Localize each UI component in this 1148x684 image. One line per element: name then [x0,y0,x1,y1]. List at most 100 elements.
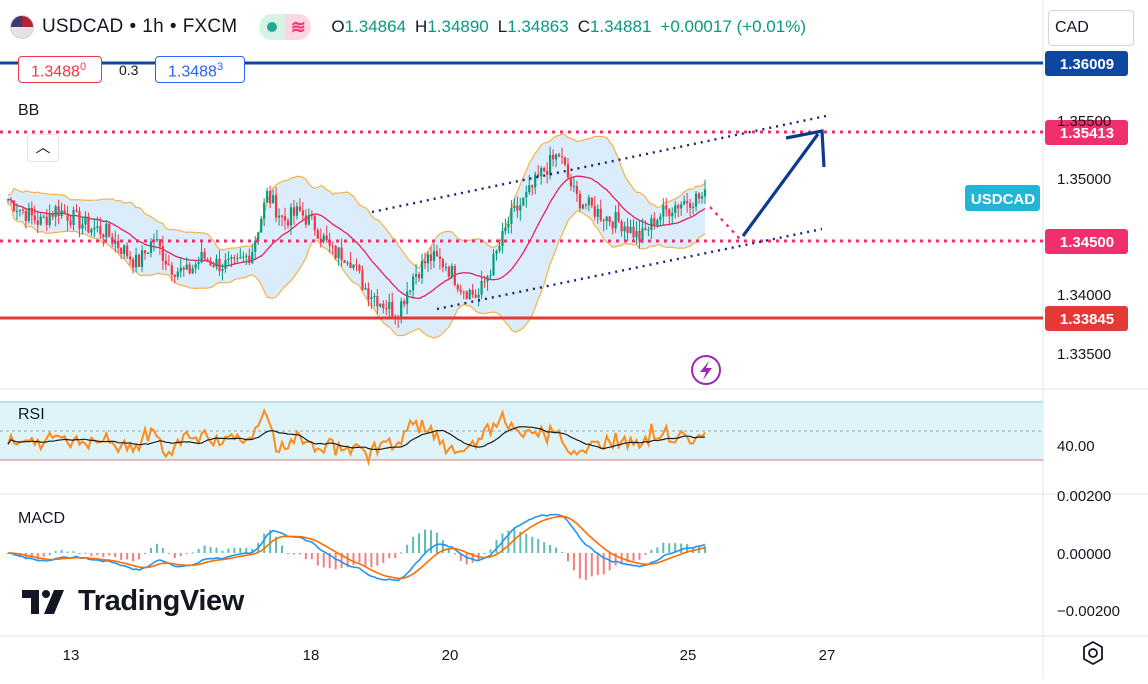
candle-body [167,264,170,266]
candle-body [78,211,81,229]
level-tag-1.36009 [1045,51,1128,76]
macd-histogram-bar [149,548,152,553]
candle-body [203,251,206,260]
channel-upper-line[interactable] [371,114,827,214]
collapse-indicators-button[interactable]: ︿ [27,134,59,162]
candle-body [307,215,310,225]
sell-button[interactable]: 1.34880 [18,56,102,83]
candle-body [132,259,135,268]
macd-histogram-bar [78,553,81,554]
macd-histogram-bar [358,553,361,563]
interval[interactable]: 1h [142,16,164,37]
candle-body [51,214,54,217]
level-tag-1.33845 [1045,306,1128,331]
candle-body [534,174,537,188]
logo-text: TradingView [78,585,244,617]
candle-body [447,267,450,277]
candle-body [84,216,87,225]
projection-dip-line [709,206,741,240]
macd-histogram-bar [286,553,289,554]
candle-body [126,245,129,257]
candle-body [546,171,549,175]
candle-body [441,259,444,268]
macd-label[interactable]: MACD [18,510,66,527]
buy-button[interactable]: 1.34883 [155,56,245,83]
projection-arrow-shaft[interactable] [741,133,820,237]
macd-histogram-bar [489,549,492,553]
candle-body [516,205,519,211]
macd-histogram-bar [632,553,635,561]
candle-body [266,190,269,203]
candle-body [486,276,489,282]
candle-body [45,216,48,225]
candle-body [340,247,343,261]
candle-body [626,226,629,233]
macd-histogram-bar [549,545,552,553]
open-value: 1.34864 [344,17,407,36]
macd-histogram-bar [36,553,39,560]
us-flag-icon [10,15,34,39]
open-key: O [331,17,345,36]
market-status[interactable]: ≋ [259,14,312,40]
candle-body [99,226,102,235]
candle-body [343,260,346,263]
macd-histogram-bar [298,553,301,555]
candle-body [683,201,686,205]
candle-body [60,210,63,217]
candle-body [105,223,108,238]
price-tick-1.34000: 1.34000 [1057,287,1111,304]
candle-body [301,210,304,216]
candle-body [665,205,668,210]
candle-body [450,265,453,277]
candle-body [230,257,233,259]
macd-histogram-bar [197,549,200,553]
level-tag-text-1.35413: 1.35413 [1060,125,1114,142]
candle-body [560,156,564,158]
candle-body [617,212,620,222]
candle-body [400,301,403,320]
macd-histogram-bar [394,553,397,559]
candle-body [102,234,105,238]
candle-body [164,260,167,265]
lightning-bolt-icon [700,361,712,380]
candle-body [507,223,510,228]
macd-histogram-bar [376,553,379,566]
candle-body [221,268,224,272]
rsi-label[interactable]: RSI [18,406,45,423]
macd-histogram-bar [191,552,194,554]
macd-histogram-bar [596,553,599,576]
chart-settings-icon[interactable] [1080,640,1106,666]
candle-body [30,207,33,216]
macd-histogram-bar [167,553,170,554]
level-tag-text-1.34500: 1.34500 [1060,234,1114,251]
candle-body [295,206,299,216]
symbol-legend[interactable]: USDCAD • 1h • FXCM ≋ O1.34864 H1.34890 L… [10,14,806,40]
bb-label[interactable]: BB [18,102,40,119]
level-tag-1.34500 [1045,229,1128,254]
candle-body [12,200,16,212]
macd-histogram-bar [203,545,206,553]
candle-body [54,206,57,217]
macd-histogram-bar [251,548,254,553]
channel-lower-line[interactable] [436,227,823,311]
macd-histogram-bar [590,553,593,577]
currency-select[interactable]: CAD [1048,10,1134,46]
macd-histogram-bar [614,553,617,566]
candle-body [18,209,22,212]
candle-body [334,245,337,259]
candle-body [33,215,36,221]
candle-body [471,290,474,295]
candle-body [304,215,307,225]
symbol-name[interactable]: USDCAD [42,16,124,37]
macd-histogram-bar [656,547,659,553]
macd-histogram-bar [30,553,33,558]
macd-histogram-bar [495,540,498,553]
macd-histogram-bar [424,529,427,553]
candle-body [501,230,504,247]
candle-body [376,296,379,307]
candle-body [423,260,427,264]
candle-body [468,290,471,299]
candle-body [149,241,153,253]
